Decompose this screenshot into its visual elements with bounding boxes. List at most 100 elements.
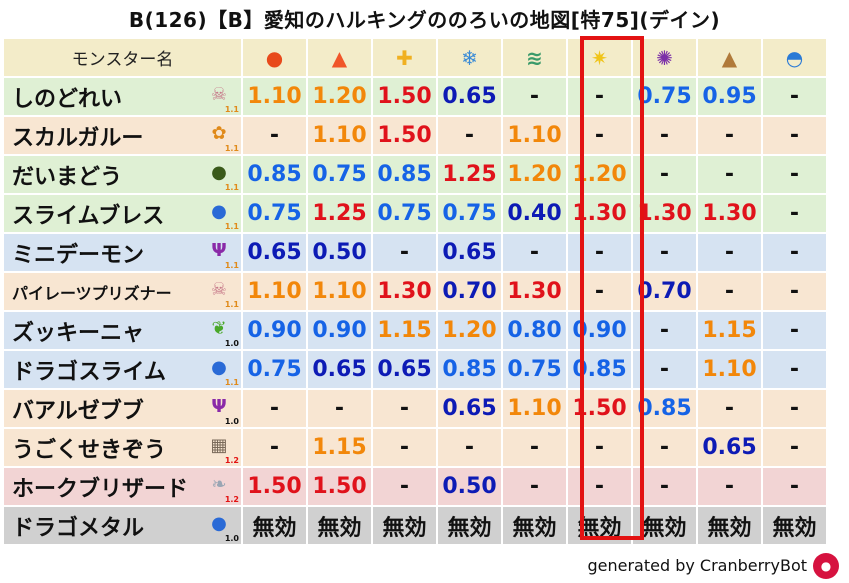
resist-value: 無効 (243, 507, 306, 544)
resist-value: - (763, 429, 826, 466)
resist-value: 無効 (438, 507, 501, 544)
slime-icon: ● (211, 356, 227, 378)
resist-value: 無効 (698, 507, 761, 544)
resist-value: 0.65 (243, 234, 306, 271)
header-cell-8: ◓ (763, 39, 826, 76)
explosion-icon: ✚ (396, 45, 413, 70)
resist-value: 0.65 (438, 234, 501, 271)
monster-name-cell: だいまどう ● 1.1 (4, 156, 241, 193)
monster-name-cell: パイレーツプリズナー ☠ 1.1 (4, 273, 241, 310)
monster-name: ホークブリザード (12, 476, 189, 502)
water-icon: ◓ (785, 45, 804, 70)
header-row: モンスター名 ● ▲ ✚ ❄ ≋ ✷ ✺ ▲ ◓ (3, 38, 846, 77)
table-row: だいまどう ● 1.1 0.85 0.75 0.85 1.25 1.20 1.20- - - (3, 155, 846, 194)
resist-value: 0.50 (308, 234, 371, 271)
leaf-icon: ❦ (211, 317, 227, 339)
header-cell-0: ● (243, 39, 306, 76)
table-row: スライムブレス ● 1.1 0.75 1.25 0.75 0.75 0.40 1.30 1.30 1… (3, 194, 846, 233)
resist-value: - (763, 351, 826, 388)
header-cell-7: ▲ (698, 39, 761, 76)
monster-name: スライムブレス (12, 203, 165, 229)
resist-value: 1.10 (243, 78, 306, 115)
resist-value: 0.65 (438, 390, 501, 427)
resist-value: - (633, 234, 696, 271)
resist-value: 0.65 (438, 78, 501, 115)
resist-value: 1.30 (373, 273, 436, 310)
resist-value: - (633, 429, 696, 466)
demon-icon: Ψ (211, 395, 227, 417)
monster-multiplier: 1.1 (224, 378, 239, 387)
resist-value: 1.25 (308, 195, 371, 232)
monster-multiplier: 1.1 (224, 222, 239, 231)
resist-value: - (243, 429, 306, 466)
resist-value: 無効 (373, 507, 436, 544)
resist-value: - (763, 468, 826, 505)
resist-value: 1.25 (438, 156, 501, 193)
resist-value: 1.10 (503, 117, 566, 154)
resist-value: - (568, 78, 631, 115)
slime-icon: ● (211, 200, 227, 222)
light-icon: ✷ (591, 45, 608, 70)
resist-value: 0.90 (308, 312, 371, 349)
resist-value: 1.50 (243, 468, 306, 505)
resist-value: - (568, 429, 631, 466)
resist-value: 1.15 (373, 312, 436, 349)
resist-value: 0.65 (698, 429, 761, 466)
resist-value: 1.50 (568, 390, 631, 427)
resist-value: 0.80 (503, 312, 566, 349)
resist-value: - (698, 156, 761, 193)
resist-value: - (568, 117, 631, 154)
resist-value: - (503, 468, 566, 505)
resist-value: - (373, 234, 436, 271)
resist-value: 無効 (503, 507, 566, 544)
paw-icon: ✿ (211, 122, 227, 144)
monster-multiplier: 1.2 (224, 456, 239, 465)
monster-multiplier: 1.1 (224, 261, 239, 270)
cranberry-bot-icon: ● (813, 553, 839, 579)
resist-value: 1.15 (308, 429, 371, 466)
resist-value: - (763, 390, 826, 427)
monster-name-cell: ズッキーニャ ❦ 1.0 (4, 312, 241, 349)
skull-icon: ☠ (210, 83, 228, 105)
table-row: ドラゴスライム ● 1.1 0.75 0.65 0.65 0.85 0.75 0.85-1.10… (3, 350, 846, 389)
resist-value: 0.70 (633, 273, 696, 310)
resist-value: 1.20 (438, 312, 501, 349)
resist-value: - (438, 117, 501, 154)
resist-value: 1.20 (308, 78, 371, 115)
resist-value: 無効 (763, 507, 826, 544)
resist-value: - (568, 468, 631, 505)
monster-multiplier: 1.0 (224, 417, 239, 426)
monster-multiplier: 1.0 (224, 339, 239, 348)
resist-value: - (698, 234, 761, 271)
monster-name-cell: うごくせきぞう ▦ 1.2 (4, 429, 241, 466)
resist-value: 0.75 (373, 195, 436, 232)
resist-value: - (763, 234, 826, 271)
monster-name: スカルガルー (12, 125, 144, 151)
brick-icon: ▦ (210, 434, 228, 456)
skull-icon: ☠ (210, 278, 228, 300)
resist-value: 1.10 (503, 390, 566, 427)
resist-value: - (763, 273, 826, 310)
resist-value: - (568, 273, 631, 310)
monster-name: しのどれい (12, 86, 123, 112)
resist-value: 0.65 (308, 351, 371, 388)
resist-value: 1.50 (373, 78, 436, 115)
resist-value: - (698, 390, 761, 427)
resist-value: 1.50 (373, 117, 436, 154)
resist-value: 0.75 (503, 351, 566, 388)
monster-name-cell: ミニデーモン Ψ 1.1 (4, 234, 241, 271)
demon-icon: Ψ (211, 239, 227, 261)
resist-value: 0.90 (568, 312, 631, 349)
resist-value: - (308, 390, 371, 427)
monster-name-cell: ドラゴスライム ● 1.1 (4, 351, 241, 388)
header-cell-2: ✚ (373, 39, 436, 76)
slime-icon: ● (211, 512, 227, 534)
monster-name-cell: バアルゼブブ Ψ 1.0 (4, 390, 241, 427)
resist-value: - (763, 156, 826, 193)
resist-value: 無効 (633, 507, 696, 544)
resist-value: - (633, 312, 696, 349)
resist-value: - (568, 234, 631, 271)
resist-value: - (503, 234, 566, 271)
resist-value: - (633, 351, 696, 388)
monster-name-cell: ホークブリザード ❧ 1.2 (4, 468, 241, 505)
